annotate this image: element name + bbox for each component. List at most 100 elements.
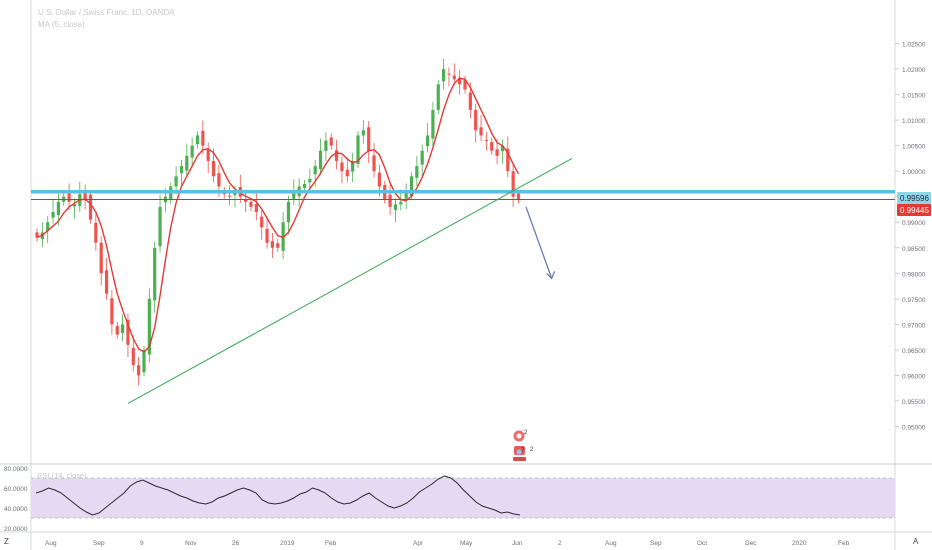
price-tick-label: 0.95500 [902, 399, 926, 406]
price-tick-label: 1.00000 [902, 169, 926, 176]
time-label: Sep [650, 540, 662, 547]
candle [147, 298, 151, 355]
rsi-tick-label: 80.0000 [4, 466, 28, 473]
zoom-button[interactable]: Z [4, 537, 9, 546]
candle [500, 145, 505, 152]
candle [425, 135, 430, 147]
rsi-tick-label: 20.0000 [4, 526, 28, 533]
time-axis: Aug Sep 9 Nov 26 2019 Feb Apr May Jun 2 Aug Sep Oct De… [45, 540, 850, 547]
candle [72, 204, 77, 207]
candle [286, 201, 291, 223]
candle [495, 149, 499, 156]
price-tick-label: 1.00500 [902, 144, 926, 151]
price-tick-label: 0.96500 [902, 348, 926, 355]
event-marker-count-1: 2 [524, 430, 528, 436]
candle [404, 191, 408, 199]
candle [201, 130, 205, 146]
candle [126, 319, 130, 345]
time-label: Apr [413, 540, 424, 547]
price-tick-label: 1.01000 [902, 118, 926, 125]
candle [463, 79, 467, 90]
candle [415, 166, 419, 178]
candle [447, 73, 451, 75]
candle [351, 160, 355, 172]
candle [409, 176, 414, 197]
price-tick-label: 0.99000 [902, 220, 926, 227]
time-label: May [460, 540, 473, 547]
candle [158, 206, 162, 247]
time-label: Dec [745, 540, 757, 547]
candle [329, 137, 333, 146]
auto-scale-button[interactable]: A [913, 537, 919, 546]
time-label: Feb [325, 540, 337, 547]
candle [99, 242, 103, 274]
candle [131, 347, 135, 366]
price-pane-bg [0, 0, 895, 465]
candle [137, 365, 141, 376]
event-marker[interactable]: 2 7 2 [513, 430, 534, 461]
price-tick-label: 0.96000 [902, 373, 926, 380]
candle [211, 160, 216, 177]
candle [372, 155, 376, 172]
candle [195, 135, 200, 145]
candle [420, 150, 424, 165]
symbol-title[interactable]: U.S. Dollar / Swiss Franc, 1D, OANDA [38, 8, 175, 17]
candle [153, 247, 157, 301]
candle [244, 199, 248, 202]
price-tick-label: 0.98000 [902, 271, 926, 278]
rsi-tick-label: 60.0000 [4, 486, 28, 493]
candle [46, 222, 50, 231]
time-label: 2019 [280, 540, 295, 547]
rsi-axis: 80.0000 60.0000 40.0000 20.0000 [4, 466, 28, 533]
time-label: 26 [232, 540, 240, 547]
candle [393, 204, 398, 210]
candle [254, 203, 258, 213]
time-label: Jun [512, 540, 523, 547]
time-label: 2 [558, 540, 562, 547]
candle [35, 232, 39, 238]
candle [361, 130, 365, 136]
time-label: Aug [45, 540, 57, 547]
time-label: Oct [697, 540, 707, 547]
candle [56, 201, 60, 216]
rsi-indicator-label[interactable]: RSI (14, close) [37, 471, 87, 480]
candle [458, 77, 462, 85]
forecast-arrow-head [546, 271, 556, 280]
candle [340, 162, 344, 172]
candle [388, 194, 392, 207]
price-tick-label: 0.95000 [902, 424, 926, 431]
trendline[interactable] [127, 157, 573, 404]
candle [313, 166, 317, 175]
candle [302, 183, 307, 189]
rsi-line [35, 475, 521, 516]
candle [94, 222, 98, 243]
candle [174, 176, 178, 187]
price-tick-label: 1.02000 [902, 67, 926, 74]
price-tick-label: 0.97500 [902, 297, 926, 304]
candle [516, 193, 521, 200]
candle [179, 166, 184, 174]
candle [104, 270, 109, 294]
ma-indicator-label[interactable]: MA (5, close) [38, 20, 85, 29]
candle [308, 178, 312, 183]
candle [356, 135, 360, 165]
time-label: 2020 [792, 540, 807, 547]
price-tick-label: 1.01500 [902, 93, 926, 100]
candle [249, 201, 253, 207]
candle [511, 171, 515, 197]
forecast-arrow[interactable] [525, 206, 553, 279]
candle [490, 142, 494, 151]
time-label: Sep [93, 540, 105, 547]
candle [506, 148, 510, 172]
candle [479, 127, 483, 136]
candle [88, 194, 93, 220]
candle [260, 216, 264, 228]
last-price-text: 0.99445 [900, 206, 929, 215]
candle [121, 324, 125, 334]
candle [474, 109, 478, 131]
candle [292, 191, 296, 199]
last-price-label: 0.99445 [897, 204, 931, 216]
rsi-tick-label: 40.0000 [4, 506, 28, 513]
